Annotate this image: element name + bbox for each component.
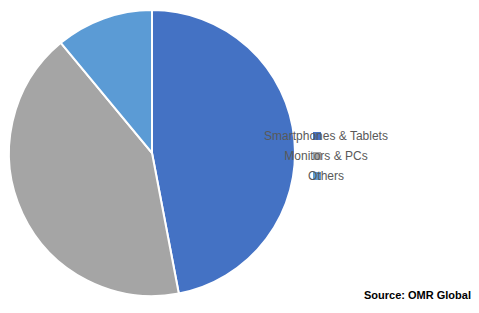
svg-text:Smartphones & Tablets: Smartphones & Tablets (264, 129, 388, 143)
svg-text:Source: OMR Global: Source: OMR Global (364, 289, 471, 301)
svg-text:Monitors & PCs: Monitors & PCs (284, 149, 367, 163)
svg-text:Others: Others (308, 169, 344, 183)
